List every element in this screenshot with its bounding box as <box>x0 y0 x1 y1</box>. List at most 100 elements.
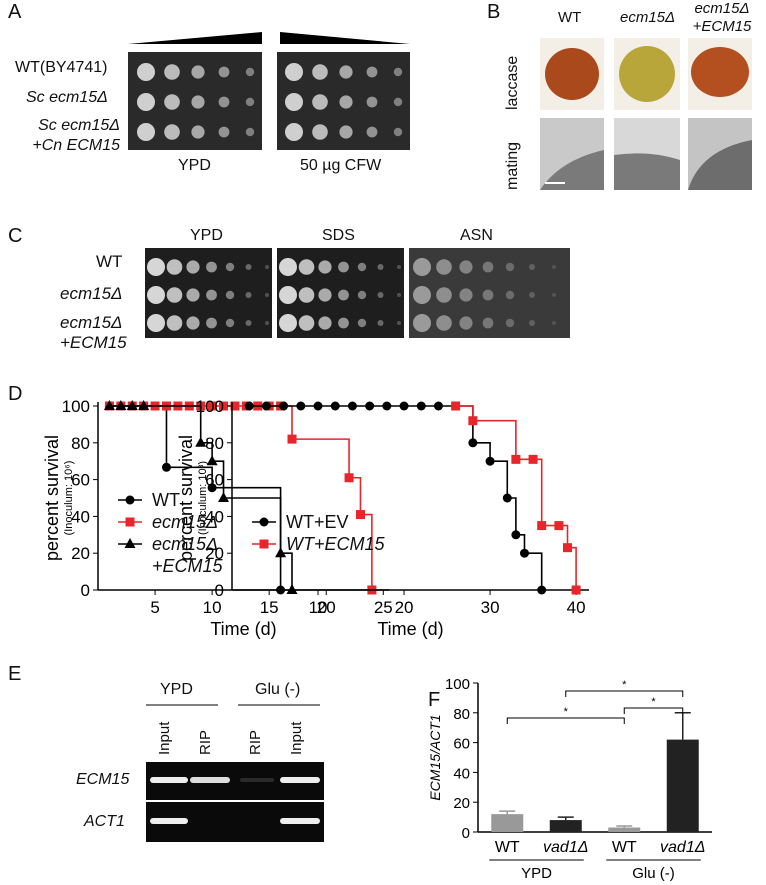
colony-spot <box>529 292 535 298</box>
step-line <box>223 497 282 554</box>
marker <box>528 454 538 464</box>
row-label: Sc ecm15Δ <box>26 89 108 106</box>
marker <box>355 510 365 520</box>
colony-spot <box>166 287 183 303</box>
colony-spot <box>265 265 269 269</box>
colony-spot <box>312 124 328 140</box>
group-label: Glu (-) <box>632 865 675 882</box>
column-label: ecm15Δ +ECM15 <box>692 0 752 35</box>
marker <box>218 492 230 502</box>
marker <box>230 401 240 411</box>
step-line <box>292 438 350 478</box>
condition-label: ASN <box>460 227 493 244</box>
bar <box>666 739 699 832</box>
y-tick-label: 0 <box>81 581 90 600</box>
colony-edge <box>614 153 680 190</box>
row-label: ecm15Δ <box>60 284 123 303</box>
legend-marker <box>259 539 269 549</box>
marker <box>138 400 150 410</box>
marker <box>279 401 289 411</box>
row-label: WT <box>96 252 123 271</box>
y-tick-label: 40 <box>71 507 90 526</box>
colony <box>691 47 749 97</box>
step-line <box>533 458 543 526</box>
x-tick-label: vad1Δ <box>660 839 705 856</box>
significance-bracket <box>565 690 684 697</box>
colony-spot <box>552 321 556 325</box>
colony-spot <box>459 260 473 274</box>
colony-spot <box>245 292 252 298</box>
marker <box>206 455 218 466</box>
colony-spot <box>245 127 255 137</box>
colony-spot <box>166 315 183 331</box>
y-axis-label: ECM15/ACT1 <box>427 714 443 800</box>
y-axis-note: (Inoculum: 10⁶) <box>63 461 75 536</box>
marker <box>416 401 426 411</box>
error-bar <box>616 825 633 828</box>
panel-label: D <box>8 383 23 405</box>
colony-spot <box>164 94 180 110</box>
colony-spot <box>147 258 165 276</box>
colony-spot <box>206 261 217 273</box>
marker <box>537 585 547 595</box>
marker <box>296 401 306 411</box>
error-bar <box>674 712 691 740</box>
y-tick-label: 100 <box>445 676 470 693</box>
colony-spot <box>318 288 332 302</box>
colony-spot <box>413 286 431 304</box>
y-tick-label: 0 <box>462 825 470 842</box>
marker <box>207 483 217 493</box>
condition-label: 50 µg CFW <box>300 157 382 174</box>
colony-spot <box>318 260 332 274</box>
colony-spot <box>137 63 155 81</box>
colony-spot <box>397 265 401 269</box>
x-tick-label: 10 <box>309 598 328 617</box>
colony-spot <box>225 290 235 300</box>
group-label: YPD <box>160 681 193 698</box>
panel-label: F <box>428 689 441 711</box>
step-line <box>472 419 517 460</box>
colony-spot <box>393 127 403 137</box>
colony-spot <box>377 264 384 270</box>
bar <box>491 814 524 832</box>
colony-spot <box>393 67 403 77</box>
legend-label: WT+ECM15 <box>286 534 385 554</box>
colony-spot <box>285 93 303 111</box>
colony <box>619 46 675 102</box>
marker <box>244 401 254 411</box>
colony-spot <box>206 289 217 301</box>
marker <box>554 521 564 531</box>
marker <box>275 547 287 558</box>
colony-spot <box>166 259 183 275</box>
step-line <box>507 497 517 535</box>
y-tick-label: 100 <box>62 397 90 416</box>
colony-spot <box>279 286 297 304</box>
x-tick-label: 30 <box>481 598 500 617</box>
colony-spot <box>191 125 205 139</box>
row-label: laccase <box>504 55 521 110</box>
colony-spot <box>298 259 315 275</box>
colony-spot <box>191 65 205 79</box>
colony-spot <box>137 123 155 141</box>
marker <box>399 401 409 411</box>
bar <box>608 827 641 832</box>
colony-spot <box>218 66 230 78</box>
colony-spot <box>505 290 515 300</box>
lane-label: Input <box>288 721 305 755</box>
colony-spot <box>225 262 235 272</box>
panel-label: B <box>487 1 501 23</box>
colony-spot <box>338 261 349 273</box>
gel-band <box>150 818 188 824</box>
lane-label: RIP <box>197 729 214 755</box>
colony-spot <box>285 123 303 141</box>
step-line <box>280 552 293 590</box>
dilution-wedge <box>280 32 410 44</box>
colony-spot <box>339 95 353 109</box>
colony-spot <box>206 317 217 329</box>
lane-label: Input <box>156 721 173 755</box>
gel-band <box>280 818 320 824</box>
y-tick-label: 20 <box>205 544 224 563</box>
colony-spot <box>285 63 303 81</box>
colony-spot <box>318 316 332 330</box>
marker <box>537 521 547 531</box>
